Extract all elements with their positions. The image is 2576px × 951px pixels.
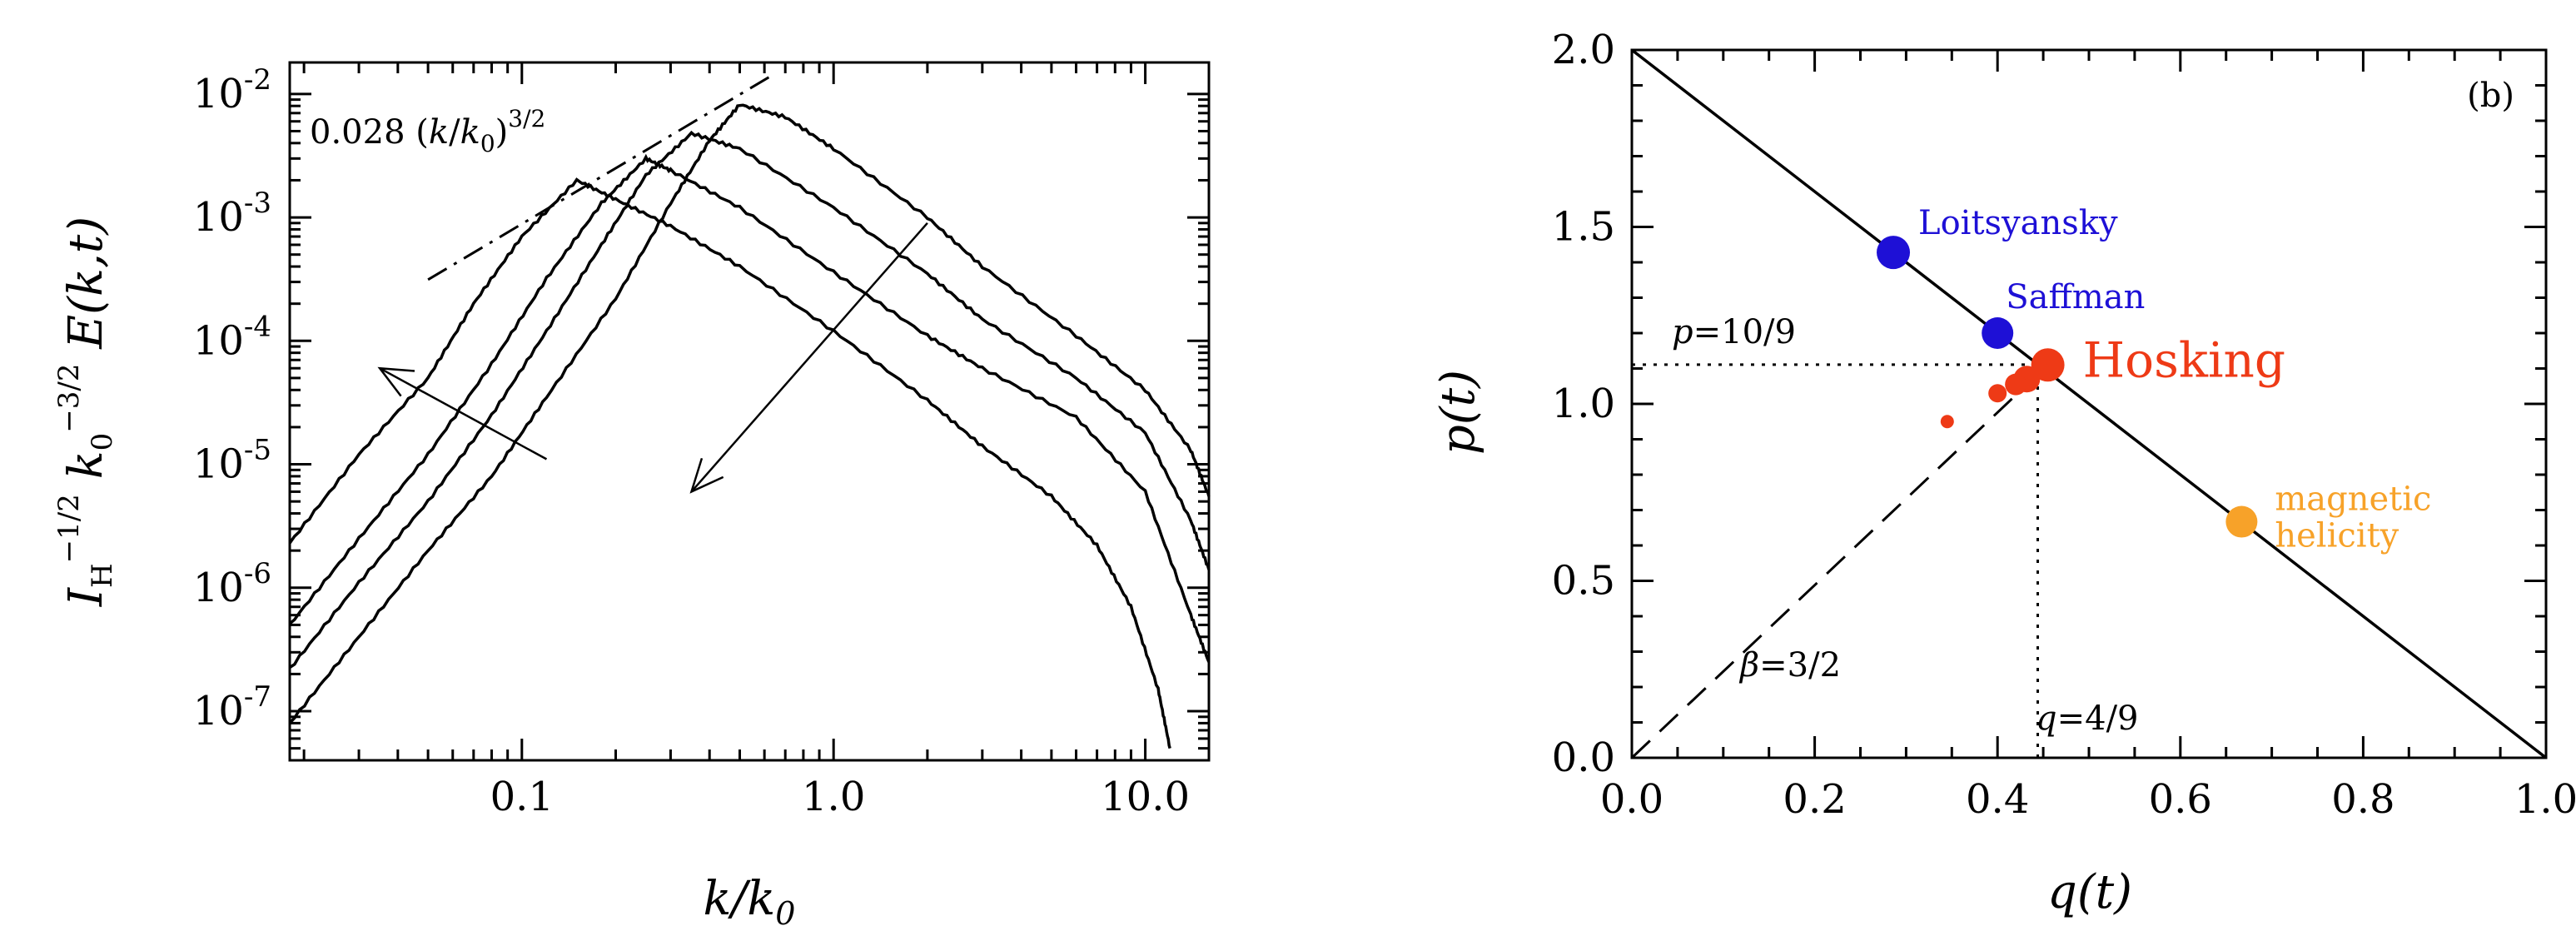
panel-a-y-axis-label: IH−1/2 k0−3/2 E(k,t) [52,217,119,607]
spectrum-curve [288,153,1211,663]
panel-a-arrows [377,222,928,494]
y-tick-label: 0.5 [1552,558,1615,605]
panel-a-curves [288,103,1211,749]
Hosking-run-3-point [1988,384,2007,403]
panel-b-exponents: 0.0 0.2 0.4 0.6 0.8 1.0 0.0 0.5 1.0 1.5 2.0 Loitsy… [1431,27,2576,919]
y-tick-label: 1.0 [1552,381,1615,427]
arrow-head [689,457,724,494]
arrow-head [377,366,415,397]
Hosking-point [2031,348,2065,382]
panel-b-tick-labels: 0.0 0.2 0.4 0.6 0.8 1.0 0.0 0.5 1.0 1.5 2.0 [1552,27,2576,823]
y-tick-label: 10-7 [193,680,271,734]
x-tick-label: 0.4 [1966,776,2029,823]
x-tick-label: 0.6 [2149,776,2212,823]
arrow-shaft [379,367,548,461]
x-tick-label: 1.0 [2514,776,2576,823]
panel-a-ticks [290,62,1209,762]
Hosking-label: Hosking [2083,331,2285,388]
magnetic-helicity-point [2225,505,2258,538]
y-tick-label: 10-5 [193,434,271,488]
panel-b-tag: (b) [2467,77,2514,115]
x-tick-label: 0.2 [1783,776,1846,823]
Hosking-run-2-point [2005,373,2027,396]
x-tick-label: 0.0 [1600,776,1663,823]
Saffman-label: Saffman [2006,278,2145,316]
x-tick-label: 1.0 [802,774,865,820]
reference-line-coef: 0.028 ( [310,113,429,152]
svg-text:IH−1/2 k0−3/2 E(k,t): IH−1/2 k0−3/2 E(k,t) [52,217,119,607]
dashed-line-label: β=3/2 [1738,646,1841,685]
magnetic-helicity-label: magnetic [2275,480,2431,519]
y-tick-label: 10-6 [193,557,271,611]
panel-b-lines [1630,48,2548,759]
panel-a-spectra: 0.1 1.0 10.0 10-7 10-6 10-5 10-4 10-3 10-2 0.028… [52,61,1211,932]
panel-b-x-axis-label: q(t) [2047,865,2132,919]
Loitsyansky-point [1877,236,1911,270]
panel-b-y-axis-label: p(t) [1431,370,1485,455]
Saffman-point [1982,317,2014,349]
x-tick-label: 10.0 [1101,774,1190,820]
reference-line-label: 0.028 (k/k0)3/2 [310,105,545,157]
y-tick-label: 1.5 [1552,204,1615,251]
panel-a-tick-labels: 0.1 1.0 10.0 10-7 10-6 10-5 10-4 10-3 10-2 [193,63,1190,820]
panel-a-reference-line [427,76,770,281]
guide-p-label: p=10/9 [1672,313,1796,351]
arrow-shaft [690,222,928,493]
spectrum-curve [289,130,1211,670]
x-tick-label: 0.8 [2331,776,2394,823]
magnetic-helicity-label: helicity [2275,517,2399,555]
dashed-line [1630,364,2049,759]
spectrum-curve [288,103,1211,724]
y-tick-label: 2.0 [1552,27,1615,73]
guide-q-label: q=4/9 [2036,700,2139,738]
y-tick-label: 10-3 [193,187,271,241]
panel-a-x-axis-label: k/k0 [704,872,796,932]
panel-a-frame [288,61,1211,762]
y-tick-label: 0.0 [1552,734,1615,781]
Loitsyansky-label: Loitsyansky [1918,204,2118,242]
Hosking-run-4-point [1940,415,1954,429]
solid-line [1630,48,2548,759]
y-tick-label: 10-2 [193,63,271,117]
panel-b-ticks [1630,48,2548,759]
reference-line [427,76,770,281]
panel-b-point-labels: Loitsyansky Saffman Hosking magnetichelicit… [1918,204,2431,555]
x-tick-label: 0.1 [490,774,554,820]
spectrum-curve [288,177,1171,749]
y-tick-label: 10-4 [193,310,271,364]
panel-b-points [1877,236,2258,538]
